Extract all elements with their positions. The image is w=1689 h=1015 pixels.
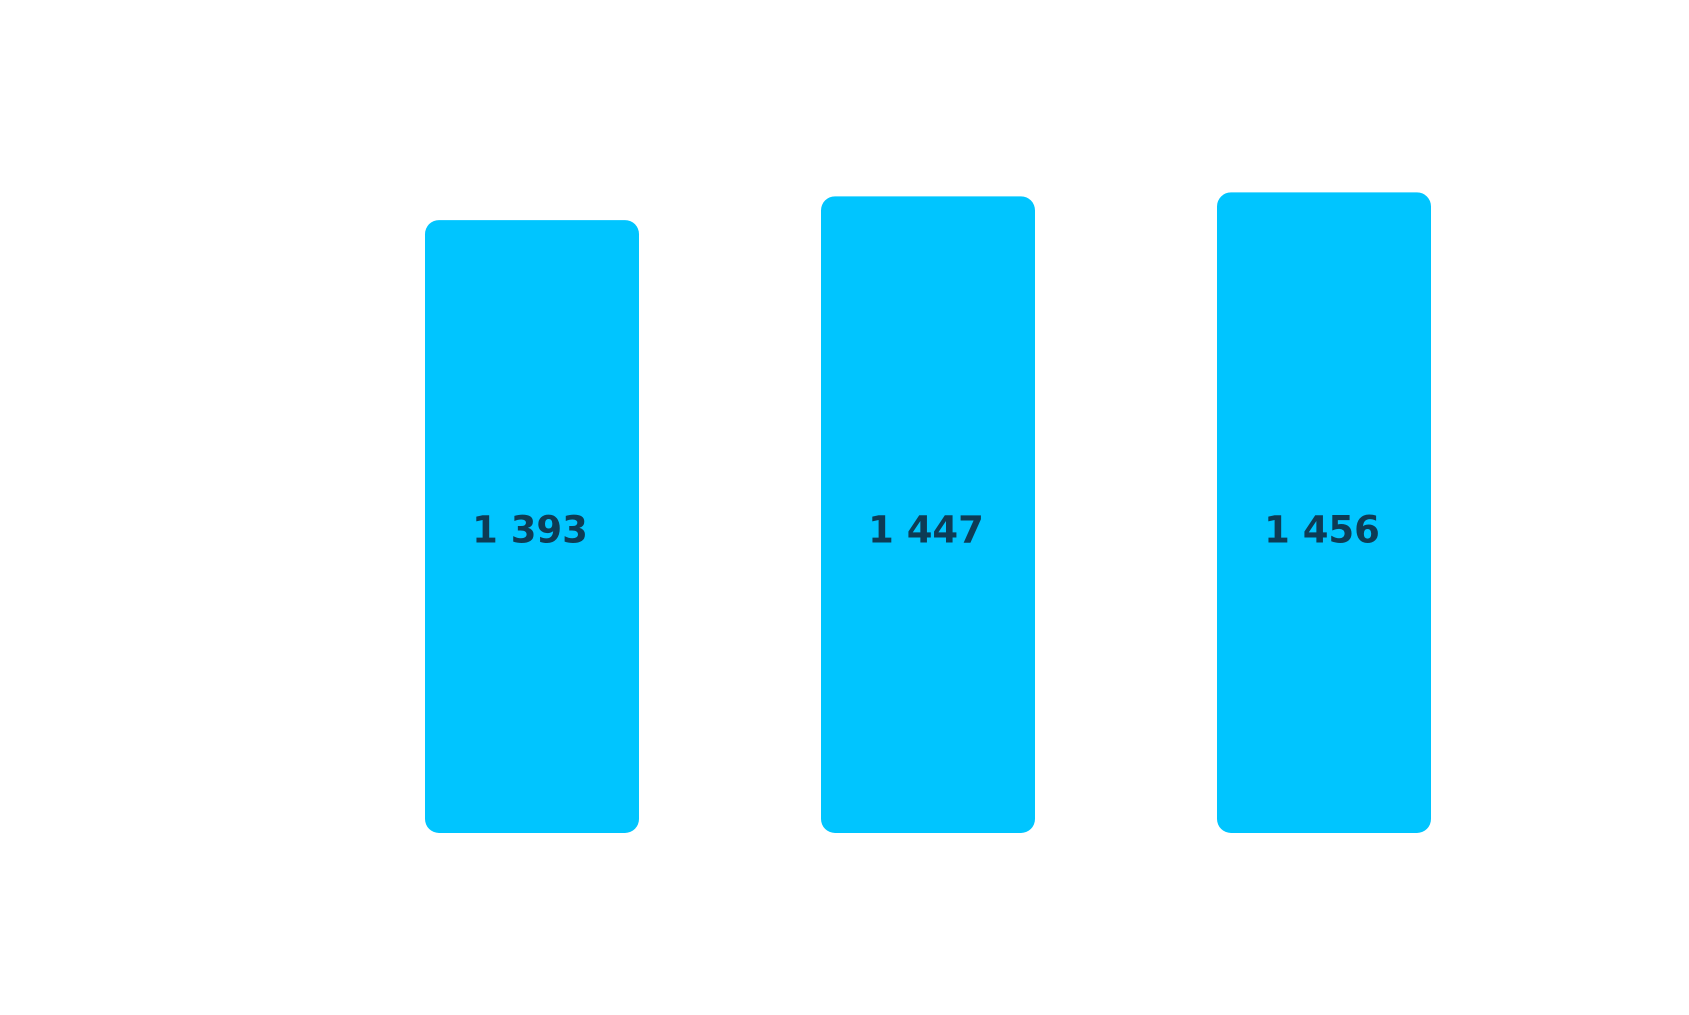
- bars-group: [425, 192, 1431, 834]
- bar-1: [425, 220, 639, 833]
- bar-value-label-3: 1 456: [1264, 509, 1380, 552]
- bar-value-label-2: 1 447: [868, 509, 984, 552]
- bar-3: [1217, 192, 1431, 834]
- bar-2: [821, 196, 1035, 833]
- bar-value-label-1: 1 393: [472, 509, 588, 552]
- labels-group: 1 393 1 447 1 456: [472, 509, 1380, 552]
